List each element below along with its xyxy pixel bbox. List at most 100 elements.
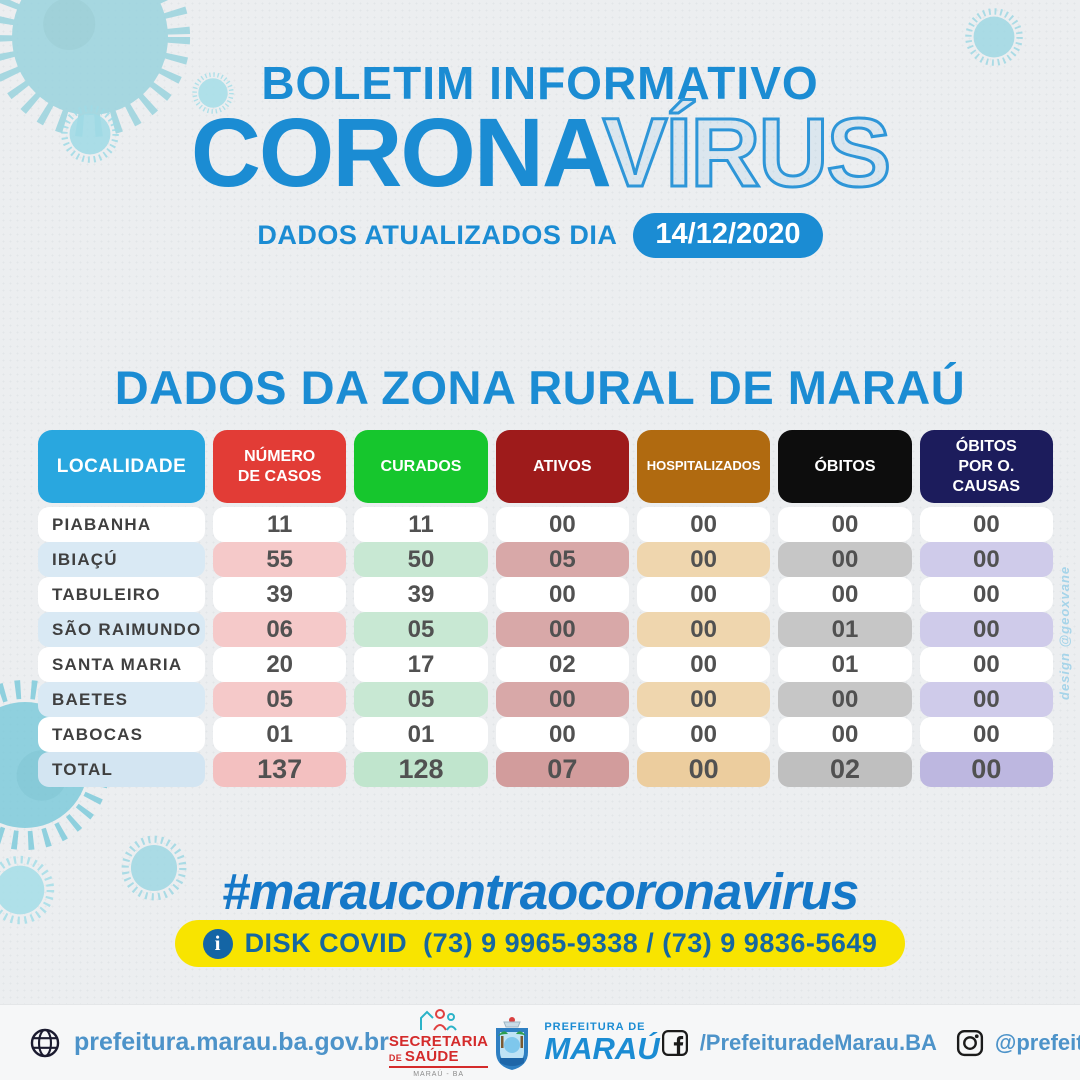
value-cell-hosp: 00: [636, 612, 771, 647]
value-cell-obitos: 01: [778, 612, 912, 647]
secretaria-de: DE: [388, 1052, 405, 1063]
value-cell-curados: 17: [354, 647, 488, 682]
value-cell-hosp: 00: [636, 717, 771, 752]
brand-solid-text: CORONA: [190, 98, 605, 207]
value-cell-hosp: 00: [636, 507, 771, 542]
virus-decoration-icon: [121, 835, 187, 901]
value-cell-ativos: 00: [495, 717, 629, 752]
footer-bar: prefeitura.marau.ba.gov.br SECRETARIA DE…: [0, 1004, 1080, 1080]
brand-outline-text: VÍRUS: [601, 98, 892, 207]
hotline-banner: i DISK COVID (73) 9 9965-9338 / (73) 9 9…: [174, 920, 906, 967]
column-header-casos: NÚMERO DE CASOS: [213, 430, 347, 503]
virus-decoration-icon: [0, 855, 55, 925]
value-cell-ativos: 00: [495, 682, 629, 717]
value-cell-curados: 11: [354, 507, 488, 542]
value-cell-curados: 50: [354, 542, 488, 577]
designer-credit: design @geoxvane: [1057, 565, 1072, 700]
value-cell-ocausas: 00: [919, 682, 1053, 717]
row-label-cell: SÃO RAIMUNDO: [38, 612, 205, 647]
row-label-cell: SANTA MARIA: [38, 647, 205, 682]
prefeitura-marau-logo: PREFEITURA DE MARAÚ: [488, 1014, 660, 1072]
value-cell-ativos: 00: [495, 507, 629, 542]
facebook-handle: /PrefeituradeMarau.BA: [699, 1029, 937, 1055]
value-cell-curados: 01: [354, 717, 488, 752]
secretaria-figures-icon: [419, 1008, 457, 1031]
virus-decoration-icon: [192, 72, 234, 114]
campaign-hashtag: #maraucontraocoronavirus: [221, 863, 859, 920]
hotline-wrap: i DISK COVID (73) 9 9965-9338 / (73) 9 9…: [0, 920, 1080, 967]
value-cell-ocausas: 00: [919, 647, 1053, 682]
globe-icon: [30, 1028, 60, 1057]
row-label-cell: TOTAL: [38, 752, 205, 787]
value-cell-curados: 05: [354, 682, 488, 717]
column-header-localidade: LOCALIDADE: [38, 430, 205, 503]
secretaria-line2: SAÚDE: [404, 1047, 459, 1065]
value-cell-curados: 05: [354, 612, 488, 647]
instagram-handle: @prefeiturademarau: [994, 1029, 1080, 1055]
value-cell-ativos: 05: [495, 542, 629, 577]
prefeitura-big-label: MARAÚ: [544, 1030, 660, 1066]
value-cell-hosp: 00: [636, 752, 771, 787]
covid-data-table: LOCALIDADE NÚMERO DE CASOS CURADOS ATIVOS HO…: [38, 430, 1053, 787]
value-cell-casos: 137: [213, 752, 347, 787]
value-cell-obitos: 00: [778, 507, 912, 542]
value-cell-ativos: 00: [495, 612, 629, 647]
hotline-phones: (73) 9 9965-9338 / (73) 9 9836-5649: [423, 928, 878, 958]
value-cell-curados: 39: [354, 577, 488, 612]
value-cell-ocausas: 00: [919, 717, 1053, 752]
bulletin-kicker: BOLETIM INFORMATIVO: [261, 57, 819, 109]
virus-decoration-icon: [61, 105, 119, 163]
marau-crest-icon: [496, 1016, 529, 1070]
secretaria-subtitle: MARAÚ - BA: [413, 1070, 465, 1078]
info-icon: i: [202, 928, 233, 959]
value-cell-casos: 39: [213, 577, 347, 612]
value-cell-obitos: 02: [778, 752, 912, 787]
row-label-cell: BAETES: [38, 682, 205, 717]
secretaria-title: SECRETARIA DE SAÚDE: [388, 1032, 489, 1068]
prefeitura-small-label: PREFEITURA DE: [544, 1020, 646, 1033]
value-cell-casos: 55: [213, 542, 347, 577]
value-cell-obitos: 01: [778, 647, 912, 682]
facebook-icon: [661, 1029, 688, 1056]
prefeitura-text: PREFEITURA DE MARAÚ: [544, 1020, 660, 1066]
column-header-ativos: ATIVOS: [495, 430, 629, 503]
column-header-hosp: HOSPITALIZADOS: [636, 430, 771, 503]
secretaria-line1: SECRETARIA: [388, 1032, 489, 1050]
value-cell-obitos: 00: [778, 717, 912, 752]
updated-row: DADOS ATUALIZADOS DIA 14/12/2020: [0, 213, 1080, 258]
value-cell-hosp: 00: [636, 647, 771, 682]
hotline-text: DISK COVID (73) 9 9965-9338 / (73) 9 983…: [245, 928, 878, 959]
instagram-icon: [956, 1029, 983, 1056]
hotline-label: DISK COVID: [244, 928, 408, 958]
value-cell-curados: 128: [354, 752, 488, 787]
row-label-cell: IBIAÇÚ: [38, 542, 205, 577]
value-cell-ocausas: 00: [919, 507, 1053, 542]
value-cell-obitos: 00: [778, 682, 912, 717]
value-cell-obitos: 00: [778, 542, 912, 577]
section-title: DADOS DA ZONA RURAL DE MARAÚ: [114, 361, 966, 414]
value-cell-obitos: 00: [778, 577, 912, 612]
value-cell-ativos: 00: [495, 577, 629, 612]
website-url: prefeitura.marau.ba.gov.br: [74, 1028, 389, 1056]
value-cell-ativos: 02: [495, 647, 629, 682]
value-cell-hosp: 00: [636, 542, 771, 577]
column-header-curados: CURADOS: [354, 430, 488, 503]
column-header-ocausas: ÓBITOS POR O. CAUSAS: [919, 430, 1053, 503]
value-cell-ocausas: 00: [919, 542, 1053, 577]
bulletin-brand-title: CORONAVÍRUS: [0, 103, 1080, 203]
date-badge: 14/12/2020: [633, 213, 823, 258]
virus-decoration-icon: [965, 8, 1023, 66]
row-label-cell: TABOCAS: [38, 717, 205, 752]
updated-label: DADOS ATUALIZADOS DIA: [257, 220, 618, 250]
value-cell-hosp: 00: [636, 682, 771, 717]
virus-decoration-icon: [0, 0, 191, 138]
value-cell-ocausas: 00: [919, 612, 1053, 647]
row-label-cell: TABULEIRO: [38, 577, 205, 612]
value-cell-casos: 11: [213, 507, 347, 542]
value-cell-casos: 20: [213, 647, 347, 682]
value-cell-casos: 06: [213, 612, 347, 647]
footer-website-group: prefeitura.marau.ba.gov.br: [28, 1026, 389, 1060]
value-cell-ativos: 07: [495, 752, 629, 787]
social-handles: /PrefeituradeMarau.BA @prefeiturademarau: [660, 1028, 1080, 1058]
